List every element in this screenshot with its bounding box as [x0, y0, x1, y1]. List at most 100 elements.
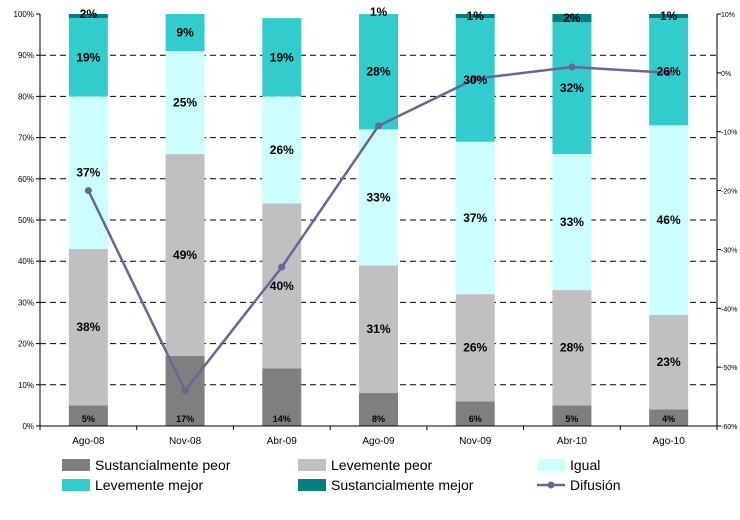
data-label-levemente-peor-ago-08: 38%	[76, 320, 100, 334]
y-tick-label: 100%	[14, 10, 34, 19]
legend-item-sustancialmente-mejor: Sustancialmente mejor	[298, 477, 474, 493]
data-label-levemente-mejor-nov-08: 9%	[176, 26, 194, 40]
y2-tick-label: 0%	[721, 71, 731, 78]
data-label-levemente-peor-nov-09: 26%	[463, 341, 487, 355]
y2-tick-label: -50%	[721, 365, 737, 372]
bar-igual-abr-09	[262, 96, 302, 204]
y2-tick-label: -30%	[721, 247, 737, 254]
data-label-sustancialmente-peor-nov-08: 17%	[176, 414, 194, 424]
data-label-levemente-mejor-ago-10: 26%	[657, 65, 681, 79]
bar-sustancialmente-peor-ago-10	[649, 409, 689, 426]
data-label-levemente-peor-abr-09: 40%	[270, 279, 294, 293]
legend-swatch	[62, 459, 90, 471]
y-tick-label: 30%	[18, 298, 34, 307]
difusion-point-ago-09	[375, 122, 382, 130]
x-tick-label-ago-09: Ago-09	[362, 436, 395, 447]
legend-label: Sustancialmente mejor	[331, 477, 474, 493]
data-label-sustancialmente-mejor-ago-09: 1%	[370, 5, 388, 19]
data-label-igual-nov-08: 25%	[173, 96, 197, 110]
difusion-point-abr-10	[568, 63, 576, 71]
bar-levemente-mejor-ago-08	[68, 18, 108, 97]
data-label-igual-abr-10: 33%	[560, 215, 584, 229]
bar-sustancialmente-peor-ago-09	[359, 393, 398, 426]
legend-label: Difusión	[570, 477, 621, 493]
data-label-levemente-peor-nov-08: 49%	[173, 248, 197, 262]
data-label-igual-ago-09: 33%	[366, 190, 390, 204]
data-label-levemente-peor-ago-10: 23%	[657, 355, 681, 369]
data-label-sustancialmente-mejor-ago-10: 1%	[660, 9, 678, 23]
data-label-sustancialmente-peor-ago-08: 5%	[82, 414, 95, 424]
x-tick-label-abr-10: Abr-10	[557, 436, 587, 447]
difusion-point-abr-09	[278, 263, 286, 271]
legend-label: Igual	[570, 457, 600, 473]
data-label-igual-ago-08: 37%	[76, 166, 100, 180]
bar-sustancialmente-mejor-ago-10	[649, 14, 689, 19]
legend-item-levemente-peor: Levemente peor	[298, 457, 433, 473]
legend-label: Levemente peor	[331, 457, 433, 473]
data-label-levemente-mejor-ago-09: 28%	[366, 65, 390, 79]
data-label-levemente-peor-ago-09: 31%	[366, 322, 390, 336]
legend-swatch	[298, 459, 326, 471]
bar-levemente-peor-abr-10	[552, 290, 592, 406]
data-label-sustancialmente-peor-abr-09: 14%	[273, 414, 291, 424]
data-label-levemente-mejor-ago-08: 19%	[76, 50, 100, 64]
y-tick-label: 20%	[18, 340, 34, 349]
bar-sustancialmente-mejor-abr-10	[552, 14, 592, 23]
x-axis: Ago-08 Nov-08 Abr-09 Ago-09 Nov-09 Abr-10 Ago-…	[39, 426, 718, 447]
x-tick-label-nov-09: Nov-09	[459, 436, 492, 447]
bar-levemente-mejor-abr-10	[552, 22, 592, 155]
y-tick-label: 10%	[18, 381, 34, 390]
y2-tick-label: -40%	[721, 306, 737, 313]
legend-item-difusion: Difusión	[537, 477, 621, 493]
y-tick-label: 80%	[18, 92, 34, 101]
bar-levemente-mejor-abr-09	[262, 18, 302, 97]
data-label-levemente-peor-abr-10: 28%	[560, 341, 584, 355]
y-tick-label: 40%	[18, 257, 34, 266]
legend-item-levemente-mejor: Levemente mejor	[62, 477, 204, 493]
legend-label: Sustancialmente peor	[95, 457, 231, 473]
data-label-igual-nov-09: 37%	[463, 211, 487, 225]
bar-igual-abr-10	[552, 154, 592, 291]
bar-igual-ago-09	[359, 129, 398, 266]
x-tick-label-ago-10: Ago-10	[653, 436, 686, 447]
legend-item-sustancialmente-peor: Sustancialmente peor	[62, 457, 231, 473]
data-label-levemente-mejor-abr-09: 19%	[270, 50, 294, 64]
legend-label: Levemente mejor	[95, 477, 204, 493]
data-label-sustancialmente-peor-ago-10: 4%	[662, 414, 675, 424]
legend-line-marker	[547, 481, 555, 489]
data-label-igual-ago-10: 46%	[657, 213, 681, 227]
bar-levemente-peor-nov-08	[165, 154, 205, 356]
legend-swatch	[537, 459, 565, 471]
data-label-sustancialmente-mejor-abr-10: 2%	[563, 11, 581, 25]
data-label-levemente-mejor-nov-09: 30%	[463, 73, 487, 87]
data-label-sustancialmente-peor-nov-09: 6%	[469, 414, 482, 424]
bar-igual-ago-10	[649, 125, 689, 315]
bar-sustancialmente-peor-nov-09	[455, 401, 495, 426]
bar-levemente-peor-ago-09	[359, 265, 398, 394]
bar-sustancialmente-mejor-nov-09	[455, 14, 495, 19]
difusion-point-nov-08	[181, 387, 189, 395]
y2-tick-label: -20%	[721, 189, 737, 196]
difusion-point-ago-10	[665, 69, 673, 77]
y-tick-label: 0%	[22, 422, 34, 431]
y-axis-right: -60% -50% -40% -30% -20% -10% 0% 10%	[717, 12, 737, 431]
difusion-point-nov-09	[471, 75, 479, 83]
difusion-line	[84, 63, 673, 395]
legend-swatch	[298, 479, 326, 491]
bar-igual-nov-08	[165, 51, 205, 155]
x-tick-label-abr-09: Abr-09	[267, 436, 297, 447]
bar-levemente-peor-ago-08	[68, 248, 108, 406]
bar-sustancialmente-peor-abr-09	[262, 368, 302, 426]
data-label-sustancialmente-peor-abr-10: 5%	[565, 414, 578, 424]
bars	[68, 14, 689, 426]
bar-igual-nov-09	[455, 141, 495, 295]
x-tick-label-ago-08: Ago-08	[72, 436, 105, 447]
y2-tick-label: -10%	[721, 130, 737, 137]
data-label-sustancialmente-mejor-ago-08: 2%	[80, 7, 98, 21]
y-tick-label: 50%	[18, 216, 34, 225]
bar-levemente-mejor-nov-08	[165, 14, 205, 52]
data-label-sustancialmente-peor-ago-09: 8%	[372, 414, 385, 424]
bar-levemente-mejor-ago-09	[359, 14, 398, 130]
bar-levemente-peor-nov-09	[455, 294, 495, 402]
